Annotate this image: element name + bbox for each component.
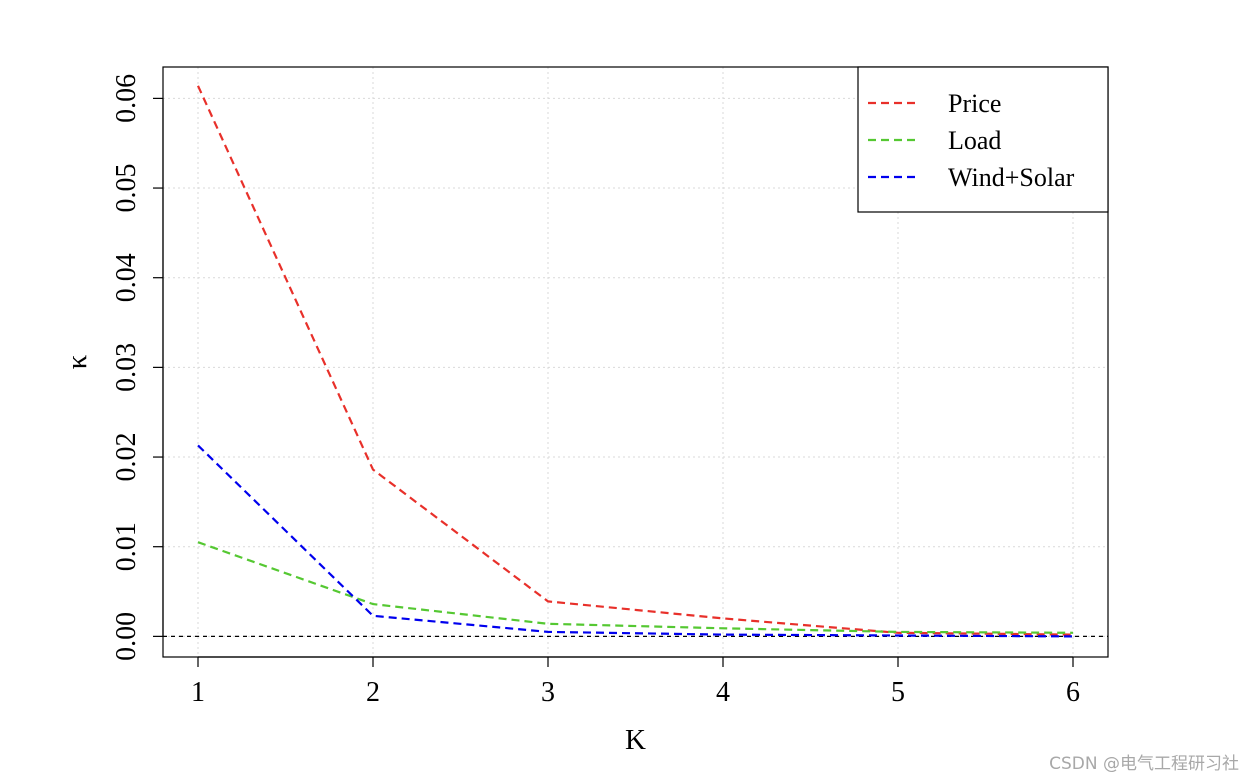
legend-label: Wind+Solar [948, 163, 1075, 192]
y-axis-title: κ [61, 354, 93, 369]
y-tick-label: 0.03 [111, 343, 142, 392]
x-tick-label: 6 [1066, 677, 1080, 708]
x-tick-label: 5 [891, 677, 905, 708]
y-tick-label: 0.05 [111, 164, 142, 213]
watermark: CSDN @电气工程研习社 [1049, 754, 1239, 774]
y-tick-label: 0.00 [111, 612, 142, 661]
y-tick-label: 0.06 [111, 74, 142, 123]
grid-lines [163, 67, 1108, 657]
x-axis-title: K [625, 724, 646, 756]
x-tick-label: 4 [716, 677, 730, 708]
y-tick-label: 0.01 [111, 522, 142, 571]
legend-label: Load [948, 126, 1001, 155]
series-line-load [197, 541, 1074, 634]
legend-label: Price [948, 89, 1001, 118]
series-line-wind-solar [197, 444, 1074, 638]
series-line-price [196, 85, 1074, 636]
legend: Price Load Wind+Solar [857, 66, 1109, 213]
y-axis: 0.00 0.01 0.02 0.03 0.04 0.05 0.06 [111, 74, 164, 661]
x-axis: 1 2 3 4 5 6 [191, 656, 1080, 708]
series-layer [196, 85, 1074, 638]
x-tick-label: 2 [366, 677, 380, 708]
y-tick-label: 0.04 [111, 253, 142, 302]
y-tick-label: 0.02 [111, 433, 142, 482]
x-tick-label: 3 [541, 677, 555, 708]
x-tick-label: 1 [191, 677, 205, 708]
